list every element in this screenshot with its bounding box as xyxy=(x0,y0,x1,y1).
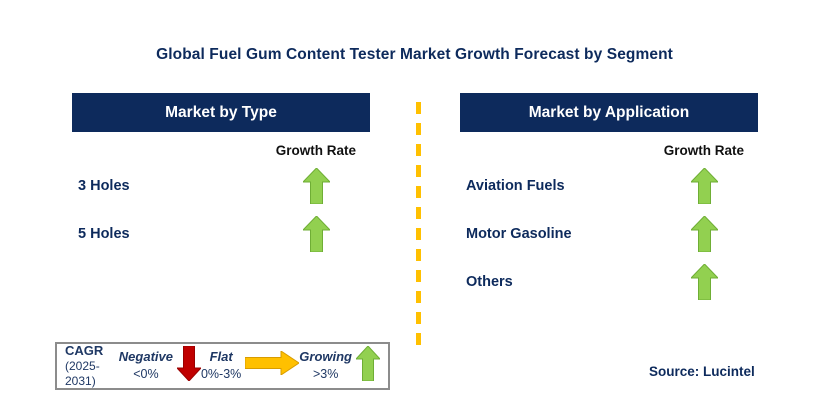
panel-header: Market by Application xyxy=(460,93,758,132)
legend-range: 0%-3% xyxy=(200,367,242,382)
source-label: Source: Lucintel xyxy=(649,364,755,379)
segment-row: Motor Gasoline xyxy=(460,210,758,258)
legend-metric-block: CAGR (2025-2031) xyxy=(65,343,119,389)
segment-label: 3 Holes xyxy=(78,178,130,194)
legend-range: >3% xyxy=(312,367,339,382)
panel-header: Market by Type xyxy=(72,93,370,132)
arrow-up-icon xyxy=(354,345,382,386)
legend-label: Growing xyxy=(299,349,352,365)
cagr-legend: CAGR (2025-2031) Negative <0% Flat 0%-3% xyxy=(55,342,390,390)
segment-row: 3 Holes xyxy=(72,162,370,210)
growth-rate-column-header: Growth Rate xyxy=(275,143,356,158)
segment-label: Others xyxy=(466,274,513,290)
segment-rows: 3 Holes 5 Holes xyxy=(72,162,370,258)
legend-label: Negative xyxy=(118,349,173,365)
arrow-down-icon xyxy=(175,345,203,386)
growth-rate-column-header: Growth Rate xyxy=(663,143,744,158)
growth-up-icon xyxy=(691,216,718,252)
growth-up-icon xyxy=(303,216,330,252)
legend-range: <0% xyxy=(133,367,159,382)
legend-item-flat: Flat 0%-3% xyxy=(200,349,301,382)
legend-item-growing: Growing >3% xyxy=(299,345,382,386)
legend-period: (2025-2031) xyxy=(65,359,100,389)
segment-row: 5 Holes xyxy=(72,210,370,258)
panel-market-by-type: Market by Type Growth Rate 3 Holes 5 Hol… xyxy=(72,93,370,258)
arrow-right-icon xyxy=(244,350,301,380)
growth-up-icon xyxy=(691,168,718,204)
segment-label: Motor Gasoline xyxy=(466,226,572,242)
segment-rows: Aviation Fuels Motor Gasoline Others xyxy=(460,162,758,306)
panel-market-by-application: Market by Application Growth Rate Aviati… xyxy=(460,93,758,306)
growth-up-icon xyxy=(691,264,718,300)
page-title: Global Fuel Gum Content Tester Market Gr… xyxy=(156,46,673,63)
legend-metric: CAGR xyxy=(65,342,104,358)
segment-row: Others xyxy=(460,258,758,306)
segment-label: Aviation Fuels xyxy=(466,178,565,194)
growth-up-icon xyxy=(303,168,330,204)
segment-row: Aviation Fuels xyxy=(460,162,758,210)
legend-label: Flat xyxy=(209,349,233,365)
legend-item-negative: Negative <0% xyxy=(118,345,203,386)
segment-label: 5 Holes xyxy=(78,226,130,242)
dashed-divider xyxy=(416,102,421,345)
